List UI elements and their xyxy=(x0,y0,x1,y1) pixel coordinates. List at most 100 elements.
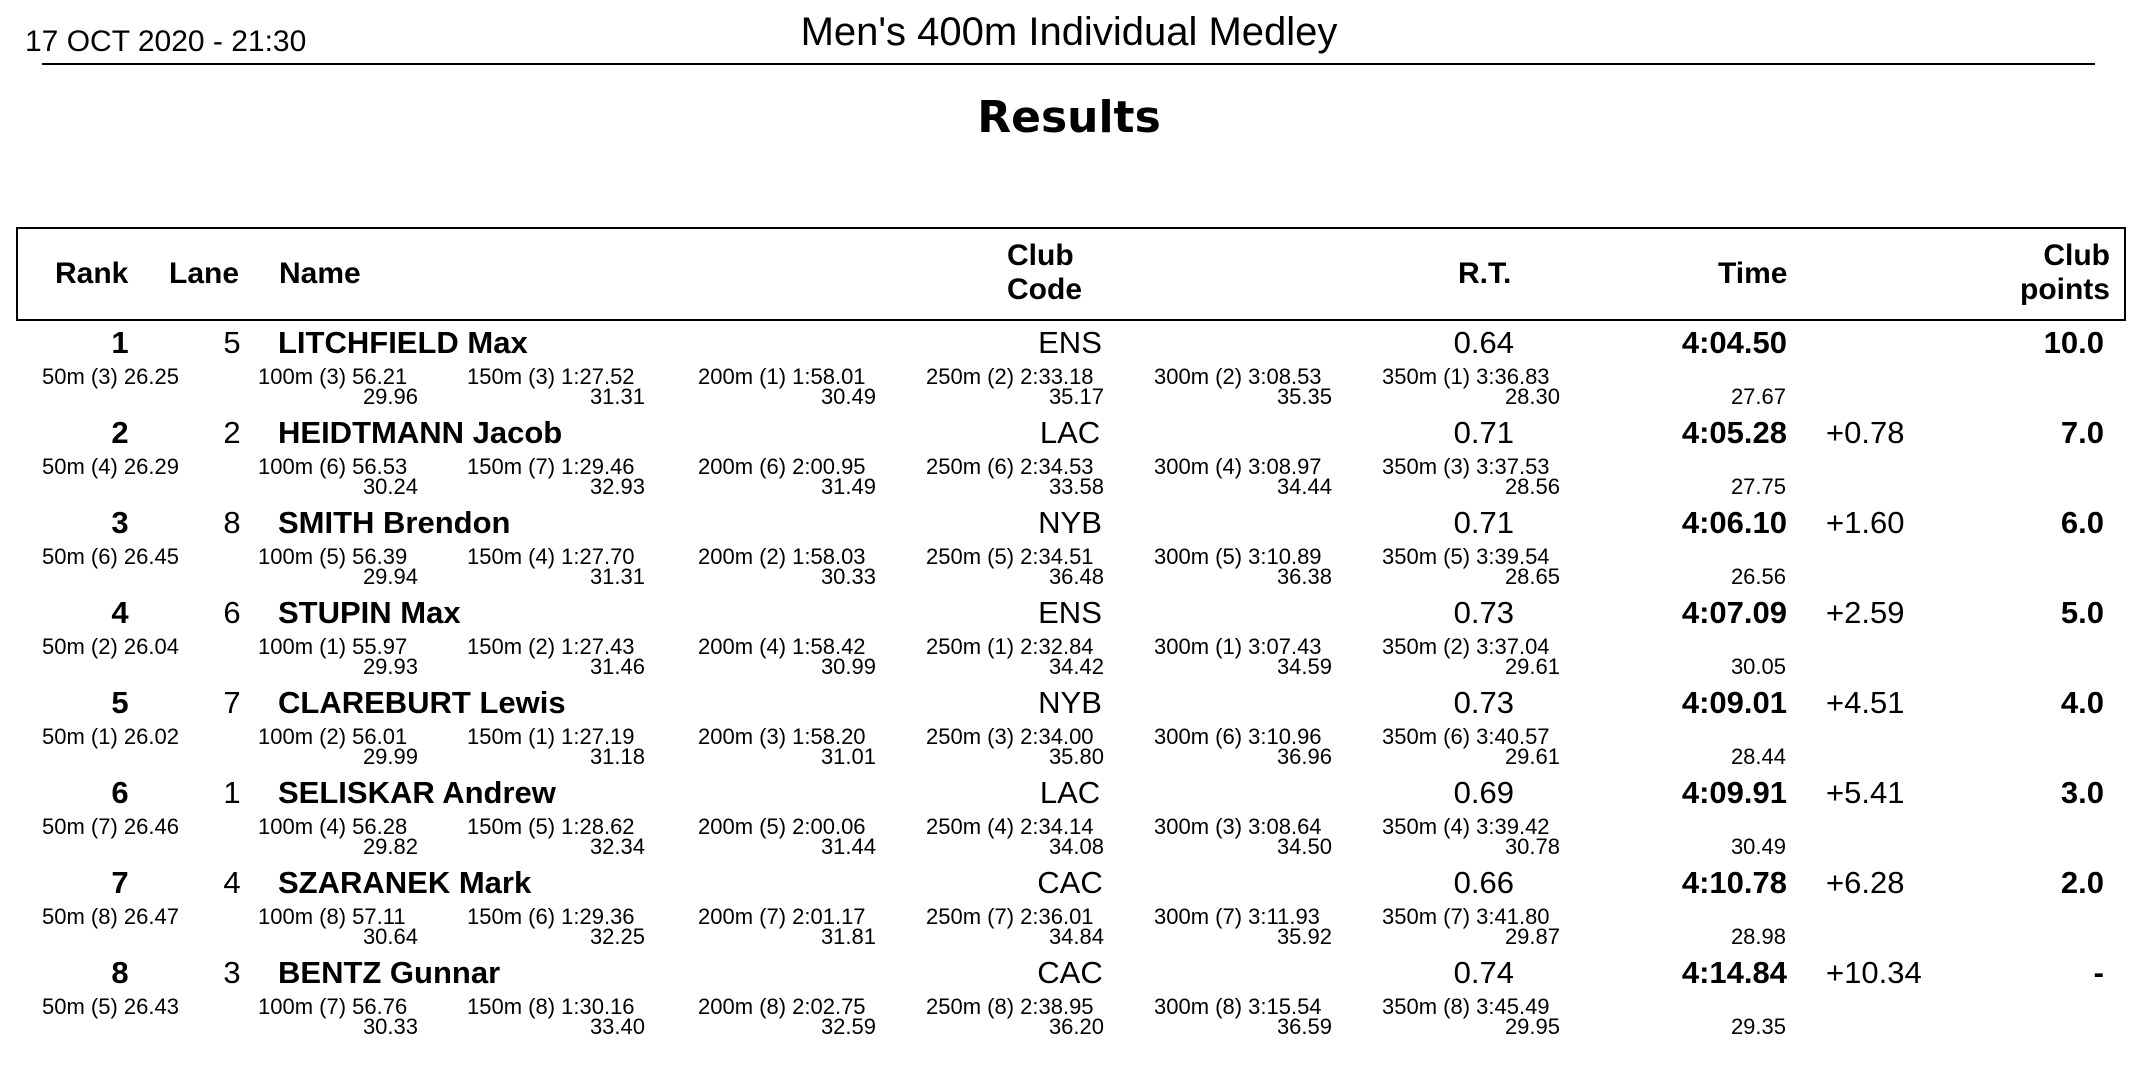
split-segment: 28.56 xyxy=(1504,474,1560,499)
last-split: 30.05 xyxy=(1730,654,1786,679)
result-main-line: 6 1 SELISKAR Andrew LAC 0.69 4:09.91 +5.… xyxy=(0,772,2138,814)
col-lane: Lane xyxy=(169,257,240,290)
rank: 2 xyxy=(111,415,129,450)
result-row: 2 2 HEIDTMANN Jacob LAC 0.71 4:05.28 +0.… xyxy=(0,412,2138,502)
club-points: 3.0 xyxy=(2060,775,2104,810)
split-segment: 29.61 xyxy=(1504,744,1560,769)
split-5: 300m (8) 3:15.54 36.59 xyxy=(1154,996,1332,1040)
split-5: 300m (2) 3:08.53 35.35 xyxy=(1154,366,1332,410)
split-cumulative: 350m (8) 3:45.49 xyxy=(1382,994,1550,1019)
split-cumulative: 150m (4) 1:27.70 xyxy=(467,544,635,569)
lane: 2 xyxy=(223,415,241,450)
split-cumulative: 250m (8) 2:38.95 xyxy=(926,994,1094,1019)
split-2: 150m (1) 1:27.19 31.18 xyxy=(467,726,645,770)
split-6: 350m (4) 3:39.42 30.78 xyxy=(1382,816,1560,860)
split-5: 300m (6) 3:10.96 36.96 xyxy=(1154,726,1332,770)
split-cumulative: 350m (5) 3:39.54 xyxy=(1382,544,1550,569)
split-6: 350m (6) 3:40.57 29.61 xyxy=(1382,726,1560,770)
results-subtitle: Results xyxy=(977,92,1161,143)
split-6: 350m (5) 3:39.54 28.65 xyxy=(1382,546,1560,590)
rank: 4 xyxy=(111,595,129,630)
split-segment: 31.49 xyxy=(820,474,876,499)
split-segment: 35.17 xyxy=(1048,384,1104,409)
split-cumulative: 350m (1) 3:36.83 xyxy=(1382,364,1550,389)
split-1: 100m (7) 56.76 30.33 xyxy=(258,996,418,1040)
col-rank: Rank xyxy=(55,257,129,290)
split-segment: 32.34 xyxy=(589,834,645,859)
split-cumulative: 100m (3) 56.21 xyxy=(258,364,408,389)
split-cumulative: 300m (6) 3:10.96 xyxy=(1154,724,1322,749)
result-main-line: 7 4 SZARANEK Mark CAC 0.66 4:10.78 +6.28… xyxy=(0,862,2138,904)
result-main-line: 4 6 STUPIN Max ENS 0.73 4:07.09 +2.59 5.… xyxy=(0,592,2138,634)
split-0: 50m (7) 26.46 xyxy=(42,816,202,860)
result-main-line: 2 2 HEIDTMANN Jacob LAC 0.71 4:05.28 +0.… xyxy=(0,412,2138,454)
col-club-code: Club Code xyxy=(1007,239,1082,307)
split-1: 100m (1) 55.97 29.93 xyxy=(258,636,418,680)
split-segment: 28.65 xyxy=(1504,564,1560,589)
swimmer-name: SELISKAR Andrew xyxy=(278,775,556,810)
club-code: LAC xyxy=(1039,775,1101,810)
split-4: 250m (7) 2:36.01 34.84 xyxy=(926,906,1104,950)
event-title: Men's 400m Individual Medley xyxy=(800,10,1338,54)
split-cumulative: 200m (8) 2:02.75 xyxy=(698,994,866,1019)
split-4: 250m (8) 2:38.95 36.20 xyxy=(926,996,1104,1040)
last-split: 28.98 xyxy=(1730,924,1786,949)
club-points: 2.0 xyxy=(2060,865,2104,900)
club-code: ENS xyxy=(1038,595,1102,630)
split-segment: 32.93 xyxy=(589,474,645,499)
rank: 8 xyxy=(111,955,129,990)
split-segment: 31.01 xyxy=(820,744,876,769)
split-cumulative: 100m (8) 57.11 xyxy=(258,904,406,929)
split-segment: 33.40 xyxy=(589,1014,645,1039)
lane: 3 xyxy=(223,955,241,990)
split-cumulative: 350m (3) 3:37.53 xyxy=(1382,454,1550,479)
result-row: 6 1 SELISKAR Andrew LAC 0.69 4:09.91 +5.… xyxy=(0,772,2138,862)
event-date: 17 OCT 2020 - 21:30 xyxy=(25,25,307,58)
split-cumulative: 50m (1) 26.02 xyxy=(42,724,179,749)
split-segment: 29.87 xyxy=(1504,924,1560,949)
result-row: 4 6 STUPIN Max ENS 0.73 4:07.09 +2.59 5.… xyxy=(0,592,2138,682)
result-main-line: 3 8 SMITH Brendon NYB 0.71 4:06.10 +1.60… xyxy=(0,502,2138,544)
final-time: 4:14.84 xyxy=(1681,955,1787,990)
reaction-time: 0.71 xyxy=(1453,415,1514,450)
split-1: 100m (6) 56.53 30.24 xyxy=(258,456,418,500)
reaction-time: 0.74 xyxy=(1453,955,1514,990)
split-2: 150m (6) 1:29.36 32.25 xyxy=(467,906,645,950)
split-cumulative: 200m (7) 2:01.17 xyxy=(698,904,866,929)
split-cumulative: 100m (1) 55.97 xyxy=(258,634,408,659)
split-cumulative: 200m (2) 1:58.03 xyxy=(698,544,866,569)
split-1: 100m (3) 56.21 29.96 xyxy=(258,366,418,410)
rank: 1 xyxy=(111,325,129,360)
split-segment: 29.61 xyxy=(1504,654,1560,679)
split-segment: 36.48 xyxy=(1048,564,1104,589)
split-segment: 34.44 xyxy=(1276,474,1332,499)
split-cumulative: 200m (3) 1:58.20 xyxy=(698,724,866,749)
last-split: 27.75 xyxy=(1730,474,1786,499)
result-main-line: 1 5 LITCHFIELD Max ENS 0.64 4:04.50 10.0 xyxy=(0,322,2138,364)
club-code: CAC xyxy=(1037,955,1103,990)
final-time: 4:09.91 xyxy=(1681,775,1787,810)
result-row: 7 4 SZARANEK Mark CAC 0.66 4:10.78 +6.28… xyxy=(0,862,2138,952)
club-code: NYB xyxy=(1038,505,1102,540)
split-0: 50m (2) 26.04 xyxy=(42,636,202,680)
swimmer-name: LITCHFIELD Max xyxy=(278,325,528,360)
split-0: 50m (4) 26.29 xyxy=(42,456,202,500)
split-segment: 35.35 xyxy=(1276,384,1332,409)
col-rt: R.T. xyxy=(1458,257,1512,290)
col-club-code-line2: Code xyxy=(1007,273,1082,306)
split-1: 100m (5) 56.39 29.94 xyxy=(258,546,418,590)
split-segment: 30.78 xyxy=(1504,834,1560,859)
lane: 1 xyxy=(223,775,241,810)
split-segment: 34.42 xyxy=(1048,654,1104,679)
time-behind: +6.28 xyxy=(1826,865,1905,900)
time-behind: +4.51 xyxy=(1826,685,1905,720)
result-row: 5 7 CLAREBURT Lewis NYB 0.73 4:09.01 +4.… xyxy=(0,682,2138,772)
split-segment: 30.24 xyxy=(362,474,418,499)
result-main-line: 8 3 BENTZ Gunnar CAC 0.74 4:14.84 +10.34… xyxy=(0,952,2138,994)
split-segment: 29.96 xyxy=(362,384,418,409)
split-cumulative: 250m (2) 2:33.18 xyxy=(926,364,1094,389)
split-4: 250m (5) 2:34.51 36.48 xyxy=(926,546,1104,590)
club-points: 4.0 xyxy=(2060,685,2104,720)
final-time: 4:05.28 xyxy=(1681,415,1787,450)
split-segment: 36.59 xyxy=(1276,1014,1332,1039)
